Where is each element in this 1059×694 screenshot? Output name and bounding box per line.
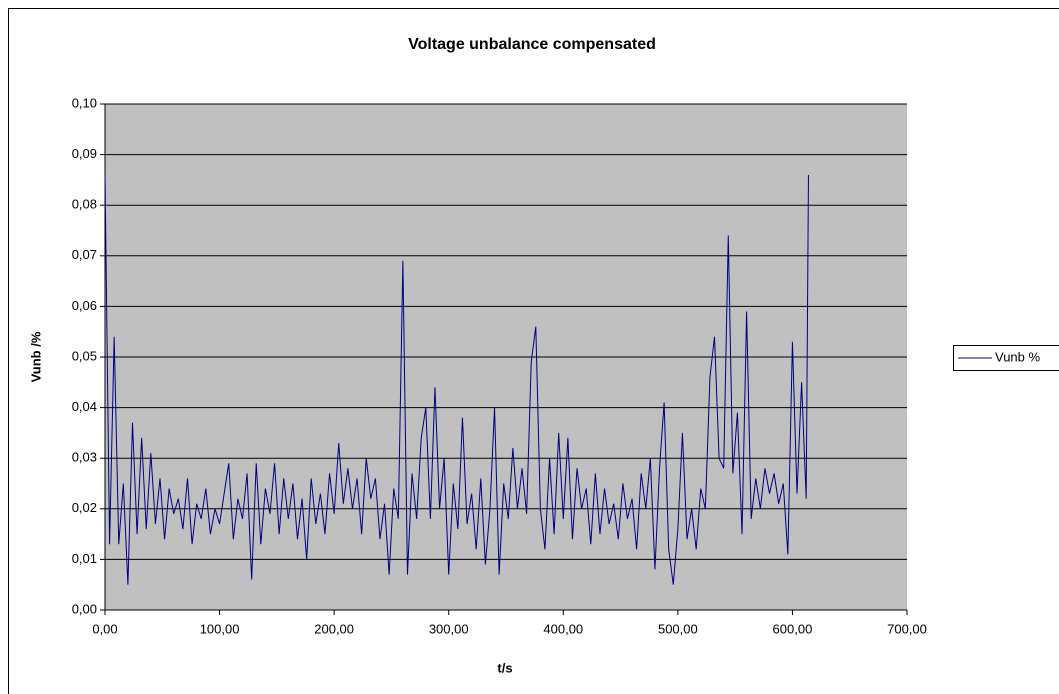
y-tick-label: 0,08 [72, 197, 97, 212]
y-tick-label: 0,03 [72, 450, 97, 465]
y-tick-label: 0,10 [72, 95, 97, 110]
y-tick-label: 0,05 [72, 348, 97, 363]
x-tick-label: 200,00 [314, 621, 354, 636]
y-tick-label: 0,01 [72, 551, 97, 566]
y-tick-label: 0,09 [72, 146, 97, 161]
legend-label: Vunb % [995, 349, 1040, 364]
y-tick-label: 0,04 [72, 399, 97, 414]
x-axis-title: t/s [497, 660, 512, 675]
y-tick-label: 0,02 [72, 500, 97, 515]
y-tick-label: 0,00 [72, 601, 97, 616]
x-tick-label: 700,00 [887, 621, 927, 636]
y-tick-label: 0,07 [72, 247, 97, 262]
data-line [104, 174, 809, 585]
x-tick-label: 400,00 [543, 621, 583, 636]
x-tick-label: 100,00 [200, 621, 240, 636]
x-tick-label: 600,00 [773, 621, 813, 636]
y-tick-label: 0,06 [72, 298, 97, 313]
x-tick-label: 0,00 [92, 621, 117, 636]
x-tick-label: 300,00 [429, 621, 469, 636]
y-axis-title: Vunb /% [28, 331, 43, 382]
chart-title: Voltage unbalance compensated [408, 36, 656, 53]
x-tick-label: 500,00 [658, 621, 698, 636]
